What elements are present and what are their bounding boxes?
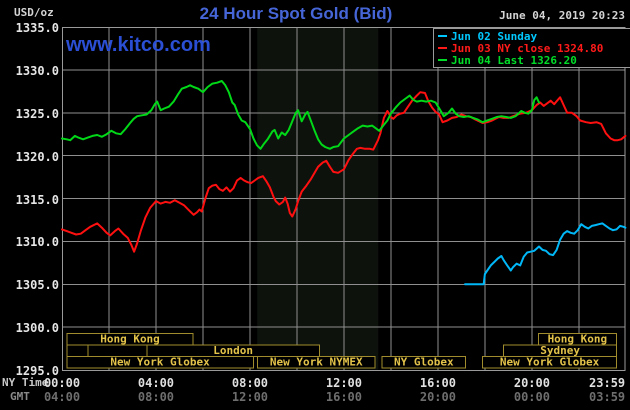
session-box — [256, 356, 376, 369]
y-tick-label: 1335.0 — [15, 21, 59, 35]
x-axis-row-label-gmt: GMT — [10, 390, 30, 403]
x-tick-label: 04:00 — [137, 376, 175, 390]
x-tick-label: 23:59 — [589, 376, 626, 390]
y-tick-label: 1320.0 — [15, 149, 59, 164]
x-tick-label: 12:00 — [325, 376, 362, 390]
y-axis-units-label: USD/oz — [14, 6, 54, 19]
kitco-watermark: www.kitco.com — [66, 34, 211, 56]
x-axis-row-label-ny-time: NY Time — [2, 376, 49, 389]
chart-title: 24 Hour Spot Gold (Bid) — [199, 4, 393, 23]
session-label: Hong Kong — [100, 333, 160, 346]
x-tick-label: 20:00 — [513, 376, 550, 390]
x-tick-label: 20:00 — [419, 390, 456, 404]
y-tick-label: 1295.0 — [15, 364, 59, 378]
price-line-jun-04-last-1326.20 — [61, 80, 540, 150]
session-label: London — [213, 344, 253, 357]
x-tick-label: 00:00 — [513, 390, 550, 404]
y-tick-label: 1300.0 — [15, 321, 59, 336]
legend-item-label: Jun 03 NY close 1324.80 — [451, 42, 604, 55]
legend-item: Jun 03 NY close 1324.80 — [438, 42, 630, 55]
session-box — [66, 356, 254, 369]
x-tick-label: 00:00 — [43, 376, 81, 390]
y-tick-label: 1330.0 — [15, 63, 59, 78]
legend-item: Jun 04 Last 1326.20 — [438, 54, 630, 67]
x-tick-label: 08:00 — [231, 376, 269, 390]
y-tick-label: 1305.0 — [15, 278, 59, 293]
session-label: Hong Kong — [548, 333, 608, 346]
session-label: NY Globex — [394, 356, 454, 369]
session-label: New York Globex — [110, 356, 210, 369]
plot-border — [62, 27, 626, 371]
session-label: Sydney — [540, 344, 580, 357]
x-tick-label: 08:00 — [137, 390, 175, 404]
session-label: New York NYMEX — [270, 356, 363, 369]
x-tick-label: 03:59 — [589, 390, 626, 404]
y-tick-label: 1325.0 — [15, 106, 59, 121]
legend-item: Jun 02 Sunday — [438, 30, 630, 43]
y-tick-label: 1310.0 — [15, 235, 59, 250]
session-box — [381, 356, 466, 369]
x-tick-label: 12:00 — [231, 390, 269, 404]
session-label: New York Globex — [500, 356, 600, 369]
session-box — [482, 356, 618, 369]
y-tick-label: 1315.0 — [15, 192, 59, 207]
price-lines — [61, 80, 627, 286]
x-tick-label: 16:00 — [419, 376, 456, 390]
legend-dash-icon — [438, 46, 447, 49]
legend-dash-icon — [438, 58, 447, 61]
price-line-jun-02-sunday — [464, 222, 627, 286]
gridlines — [62, 27, 626, 370]
datetime-label: June 04, 2019 20:23 — [499, 9, 625, 22]
legend-dash-icon — [438, 34, 447, 37]
x-tick-label: 16:00 — [325, 390, 362, 404]
session-box — [66, 344, 89, 357]
legend-box: Jun 02 Sunday Jun 03 NY close 1324.80 Jun … — [433, 28, 630, 68]
x-tick-label: 04:00 — [43, 390, 81, 404]
legend-item-label: Jun 02 Sunday — [451, 30, 538, 43]
legend-item-label: Jun 04 Last 1326.20 — [451, 54, 577, 67]
